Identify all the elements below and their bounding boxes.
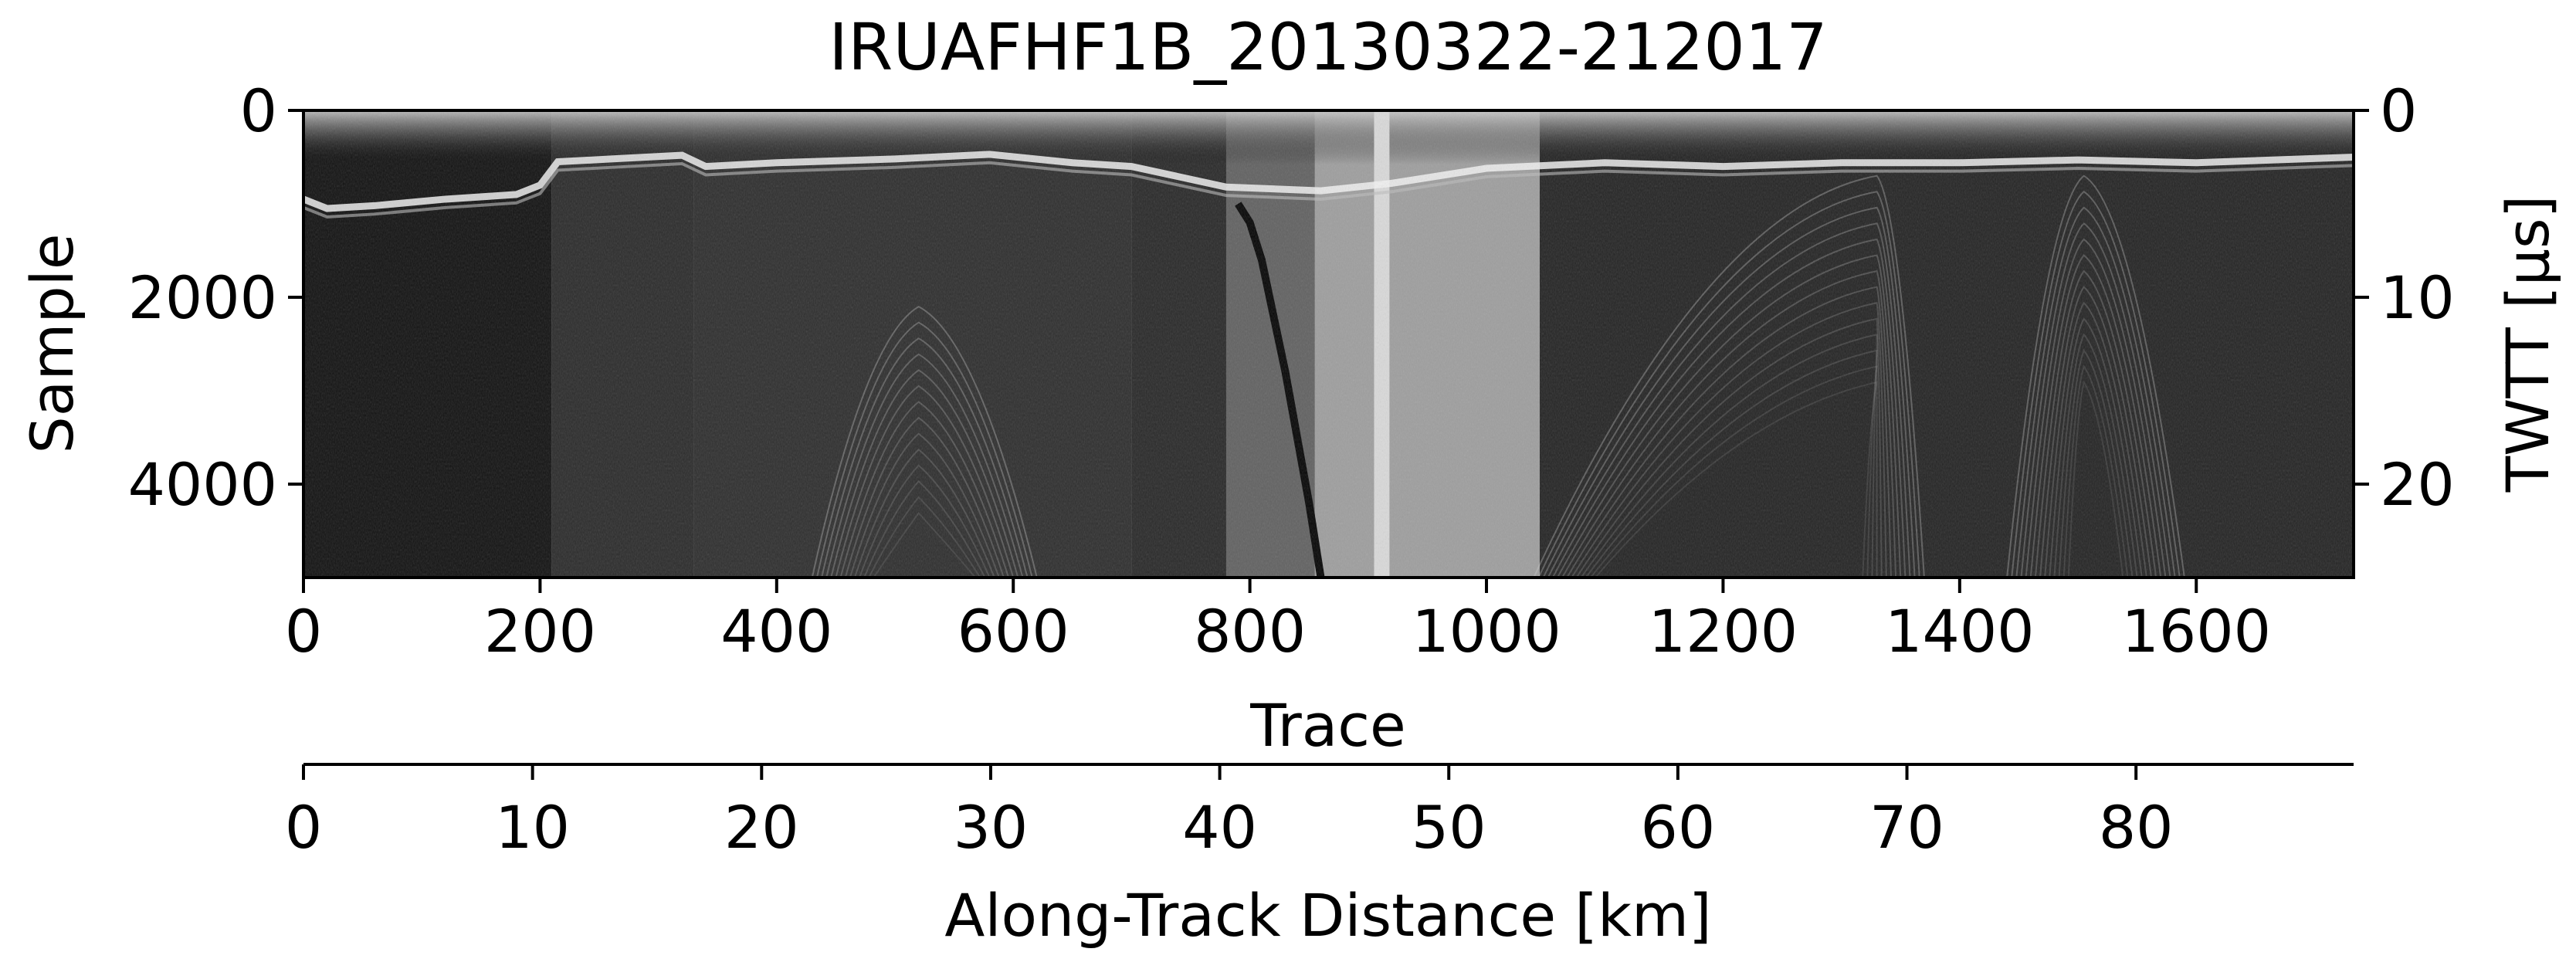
y-axis-twtt: 0 10 20 (2354, 76, 2455, 519)
x-axis-trace: 0 200 400 600 800 1000 1200 1400 1600 (285, 578, 2271, 666)
plot-frame (302, 109, 2355, 579)
x-axis-distance: 0 10 20 30 40 50 60 70 80 (285, 764, 2174, 862)
radargram-image (303, 110, 2354, 578)
y-tick-label: 0 (240, 76, 277, 145)
noise-texture (303, 110, 2354, 578)
x-tick-label: 400 (720, 597, 832, 666)
x-tick-label: 1200 (1649, 597, 1798, 666)
distance-tick-label: 70 (1869, 793, 1944, 862)
x-tick-label: 1400 (1885, 597, 2034, 666)
y-right-axis-label: TWTT [µs] (2493, 195, 2562, 493)
distance-tick-label: 80 (2099, 793, 2174, 862)
x-tick-label: 1000 (1412, 597, 1561, 666)
x-bottom-axis-label: Along-Track Distance [km] (944, 881, 1711, 950)
y-axis-label: Sample (18, 234, 86, 454)
distance-tick-label: 20 (724, 793, 799, 862)
distance-tick-label: 30 (954, 793, 1029, 862)
distance-tick-label: 60 (1641, 793, 1716, 862)
x-tick-label: 200 (484, 597, 596, 666)
y-right-tick-label: 20 (2380, 450, 2455, 519)
x-tick-label: 800 (1194, 597, 1306, 666)
chart-title: IRUAFHF1B_20130322-212017 (829, 9, 1827, 85)
distance-tick-label: 50 (1412, 793, 1486, 862)
x-tick-label: 0 (285, 597, 322, 666)
distance-tick-label: 0 (285, 793, 322, 862)
y-right-tick-label: 10 (2380, 263, 2455, 332)
x-tick-label: 1600 (2122, 597, 2271, 666)
y-tick-label: 2000 (128, 263, 277, 332)
x-tick-label: 600 (958, 597, 1069, 666)
x-axis-label: Trace (1249, 691, 1406, 760)
y-tick-label: 4000 (128, 450, 277, 519)
y-axis-sample: 0 2000 4000 (128, 76, 303, 519)
distance-tick-label: 40 (1182, 793, 1257, 862)
y-right-tick-label: 0 (2380, 76, 2417, 145)
distance-tick-label: 10 (495, 793, 570, 862)
